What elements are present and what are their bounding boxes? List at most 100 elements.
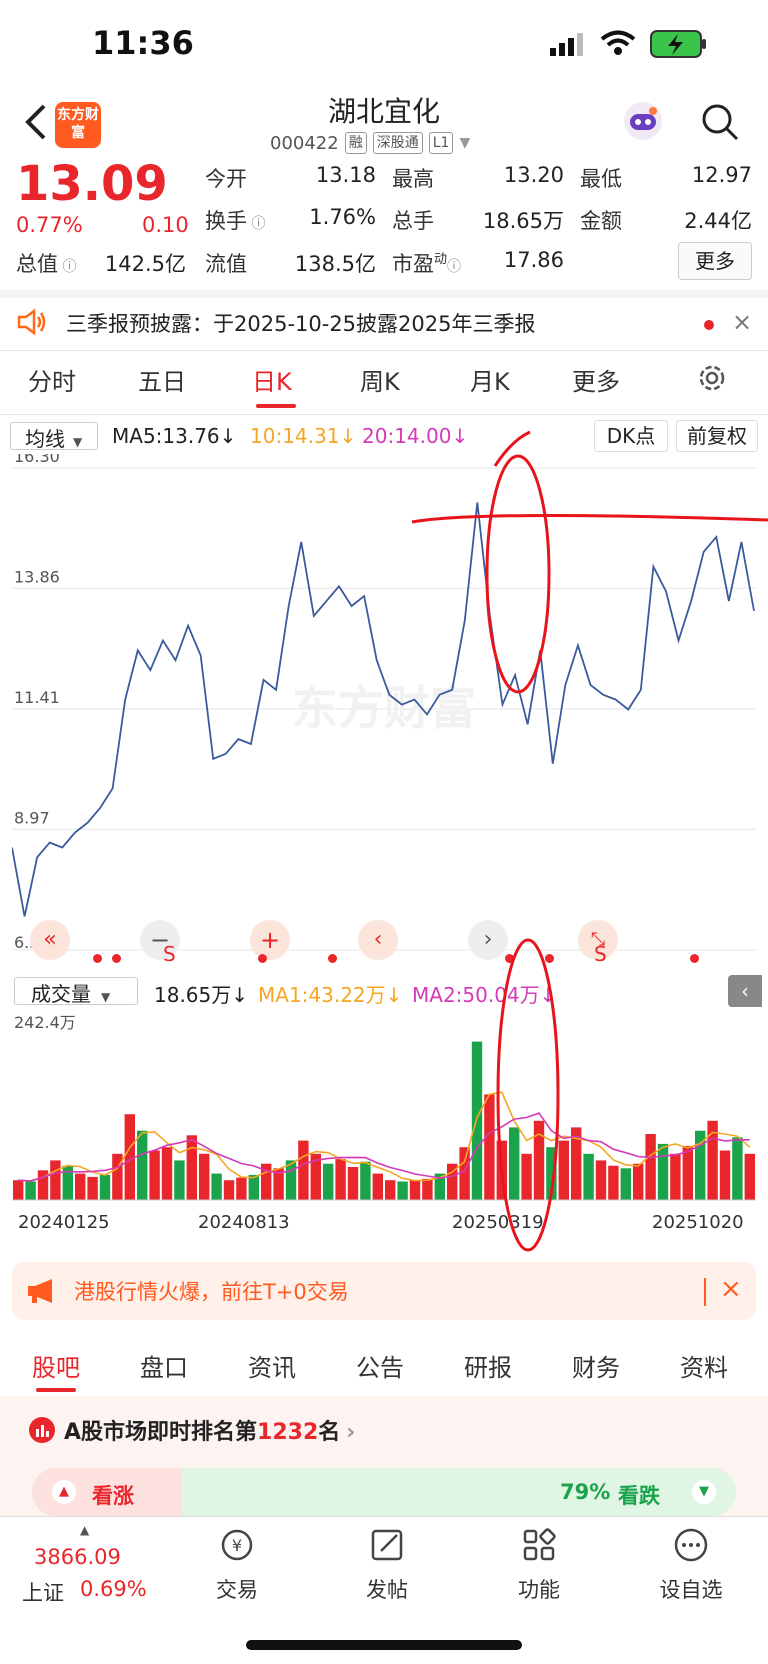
index-change: 0.69% — [80, 1577, 147, 1601]
tab-research[interactable]: 研报 — [464, 1354, 512, 1382]
ma5-value: MA5:13.76↓ — [112, 424, 237, 448]
tab-profile[interactable]: 资料 — [680, 1354, 728, 1382]
volume-bar — [124, 1114, 135, 1200]
info-icon[interactable]: ⓘ — [447, 259, 462, 275]
stock-name: 湖北宜化 — [327, 95, 440, 128]
caret-down-icon[interactable]: ▼ — [459, 135, 471, 151]
x-label: 20251020 — [652, 1212, 744, 1233]
tab-news[interactable]: 资讯 — [248, 1354, 296, 1382]
tab-weekly-k[interactable]: 周K — [360, 368, 400, 396]
tab-intraday[interactable]: 分时 — [28, 368, 76, 396]
minus-icon[interactable]: − — [140, 920, 180, 960]
volume-bar — [347, 1167, 359, 1200]
ma20-value: 20:14.00↓ — [362, 424, 469, 448]
signal-icon — [550, 32, 586, 60]
grid-icon — [523, 1528, 556, 1561]
volume-bar — [595, 1160, 607, 1200]
tab-orderbook[interactable]: 盘口 — [140, 1354, 188, 1382]
close-icon[interactable]: × — [720, 1274, 742, 1304]
tab-five-day[interactable]: 五日 — [138, 368, 186, 396]
volume-bar — [385, 1180, 396, 1200]
collapse-left-icon[interactable]: ‹ — [728, 975, 762, 1007]
info-icon[interactable]: ⓘ — [58, 259, 77, 275]
notice-bar[interactable]: 三季报预披露：于2025-10-25披露2025年三季报 × — [0, 296, 768, 348]
post-button[interactable]: 发帖 — [332, 1527, 442, 1604]
svg-text:¥: ¥ — [232, 1536, 242, 1555]
volume-bar — [521, 1153, 532, 1200]
tag-margin: 融 — [344, 132, 367, 154]
tab-announcements[interactable]: 公告 — [356, 1354, 404, 1382]
settings-icon[interactable] — [696, 362, 728, 398]
prev-icon[interactable]: ‹ — [358, 920, 398, 960]
volume-bar — [37, 1170, 49, 1200]
tab-more[interactable]: 更多 — [572, 368, 620, 396]
divider — [0, 290, 768, 298]
search-icon[interactable] — [700, 102, 740, 146]
low-label: 最低 — [580, 167, 622, 191]
float-label: 流值 — [205, 252, 247, 276]
price-line — [11, 502, 755, 917]
trade-button[interactable]: ¥ 交易 — [182, 1527, 292, 1604]
info-icon[interactable]: ⓘ — [247, 216, 266, 232]
volume-select[interactable]: 成交量 ▼ — [14, 977, 138, 1006]
volume-bar — [434, 1173, 445, 1200]
back-icon[interactable] — [22, 102, 50, 146]
close-icon[interactable]: × — [732, 308, 753, 336]
next-icon[interactable]: › — [468, 920, 508, 960]
adjust-button[interactable]: 前复权 — [676, 420, 758, 452]
volume-bar — [571, 1127, 582, 1200]
volume-bar — [471, 1041, 483, 1200]
volume-chart-svg: 242.4万 — [12, 1013, 756, 1201]
content-tabs: 股吧 盘口 资讯 公告 研报 财务 资料 — [0, 1340, 768, 1396]
turnover-value: 1.76% — [309, 205, 376, 229]
trade-icon: ¥ — [221, 1529, 253, 1561]
volume-bar — [620, 1168, 631, 1200]
volume-bar — [137, 1130, 148, 1200]
volume-bar — [75, 1173, 86, 1200]
ma-select[interactable]: 均线 ▼ — [10, 422, 98, 451]
add-watchlist-button[interactable]: 设自选 — [636, 1527, 746, 1604]
low-value: 12.97 — [691, 163, 752, 187]
collapse-icon[interactable]: ⤡ — [578, 920, 618, 960]
change-pct: 0.77% — [16, 213, 83, 237]
volume-bar — [372, 1173, 383, 1200]
functions-button[interactable]: 功能 — [484, 1527, 594, 1604]
turnover-label: 换手 ⓘ — [205, 209, 266, 233]
amount-value: 2.44亿 — [684, 209, 752, 233]
volume-bar — [199, 1153, 210, 1200]
high-label: 最高 — [392, 167, 434, 191]
volume-chart[interactable]: 242.4万 — [12, 1010, 756, 1202]
dk-point-button[interactable]: DK点 — [594, 420, 668, 452]
volume-bar — [719, 1150, 731, 1200]
volume-bar — [583, 1153, 594, 1200]
volume-label: 总手 — [392, 209, 434, 233]
divider — [704, 1278, 706, 1306]
arrow-down-icon[interactable]: ▼ — [692, 1480, 716, 1504]
more-button[interactable]: 更多 — [678, 242, 752, 280]
stock-code: 000422 — [270, 132, 339, 154]
tab-monthly-k[interactable]: 月K — [470, 368, 510, 396]
unread-dot-icon — [704, 320, 714, 330]
volume-bar — [695, 1130, 706, 1200]
tab-daily-k[interactable]: 日K — [252, 368, 292, 396]
x-label: 20240125 — [18, 1212, 110, 1233]
promo-banner[interactable]: 港股行情火爆，前往T+0交易 × — [12, 1262, 756, 1320]
home-indicator — [246, 1640, 522, 1650]
rewind-icon[interactable]: « — [30, 920, 70, 960]
y-tick-label: 11.41 — [14, 688, 60, 707]
tab-financials[interactable]: 财务 — [572, 1354, 620, 1382]
chevron-right-icon: › — [346, 1420, 356, 1445]
rank-chart-icon — [28, 1416, 56, 1448]
volume-bar — [645, 1134, 656, 1200]
vol-ma1-value: MA1:43.22万↓ — [258, 983, 403, 1007]
rank-text[interactable]: A股市场即时排名第1232名 › — [64, 1420, 356, 1445]
tag-connect: 深股通 — [372, 132, 423, 154]
divider — [0, 414, 768, 415]
index-widget[interactable]: ▲ 3866.09 上证 0.69% — [18, 1523, 168, 1607]
robot-avatar-icon[interactable] — [622, 100, 664, 146]
volume-bar — [409, 1180, 421, 1200]
plus-icon[interactable]: + — [250, 920, 290, 960]
volume-bar — [186, 1135, 197, 1200]
tab-forum[interactable]: 股吧 — [32, 1354, 80, 1382]
